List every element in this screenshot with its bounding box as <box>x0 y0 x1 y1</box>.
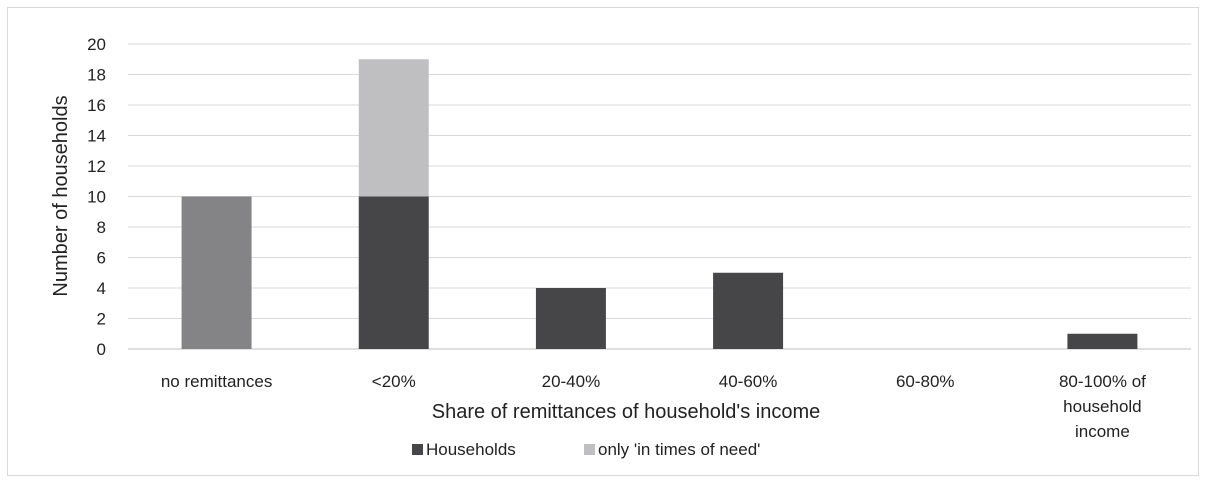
y-tick-label: 10 <box>87 188 106 207</box>
x-tick-label: no remittances <box>161 372 273 391</box>
legend-swatch <box>584 444 595 455</box>
bar-households-0 <box>181 196 252 349</box>
y-tick-label: 4 <box>97 279 106 298</box>
x-tick-label-line: no remittances <box>161 372 273 391</box>
y-axis-title: Number of households <box>50 95 72 296</box>
bar-households-3 <box>713 272 784 349</box>
y-tick-label: 6 <box>97 249 106 268</box>
y-tick-label: 16 <box>87 96 106 115</box>
legend-label: only 'in times of need' <box>598 440 760 459</box>
bar-households-1 <box>358 196 429 349</box>
x-tick-label: 60-80% <box>896 372 955 391</box>
x-tick-label-line: 40-60% <box>719 372 778 391</box>
bars <box>181 59 1138 349</box>
x-tick-label: <20% <box>372 372 416 391</box>
y-tick-label: 2 <box>97 310 106 329</box>
x-axis-title: Share of remittances of household's inco… <box>432 401 820 423</box>
y-tick-label: 0 <box>97 340 106 359</box>
x-axis-ticks: no remittances <20% 20-40% 40-60% 60-80% 80-1… <box>161 372 1146 441</box>
chart-frame: 0 2 4 6 8 10 12 14 16 18 20 no remittances <20% 20-4… <box>7 7 1199 476</box>
x-tick-label-line: <20% <box>372 372 416 391</box>
y-tick-label: 14 <box>87 127 106 146</box>
x-tick-label-line: 80-100% of <box>1059 372 1146 391</box>
gridlines <box>128 43 1191 350</box>
x-tick-label: 40-60% <box>719 372 778 391</box>
y-tick-label: 8 <box>97 218 106 237</box>
legend: Households only 'in times of need' <box>412 440 760 459</box>
bar-households-2 <box>535 288 606 349</box>
bar-chart: 0 2 4 6 8 10 12 14 16 18 20 no remittances <20% 20-4… <box>50 35 1191 459</box>
y-tick-label: 20 <box>87 35 106 54</box>
y-tick-label: 12 <box>87 157 106 176</box>
x-tick-label: 80-100% of household income <box>1059 372 1146 441</box>
bar-only-in-times-of-need--1 <box>358 59 429 197</box>
y-tick-label: 18 <box>87 66 106 85</box>
legend-swatch <box>412 444 423 455</box>
x-tick-label-line: 20-40% <box>542 372 601 391</box>
legend-label: Households <box>426 440 516 459</box>
x-tick-label-line: income <box>1075 422 1130 441</box>
x-tick-label: 20-40% <box>542 372 601 391</box>
x-tick-label-line: 60-80% <box>896 372 955 391</box>
x-tick-label-line: household <box>1063 397 1141 416</box>
y-axis-ticks: 0 2 4 6 8 10 12 14 16 18 20 <box>87 35 106 359</box>
bar-households-5 <box>1067 333 1138 349</box>
